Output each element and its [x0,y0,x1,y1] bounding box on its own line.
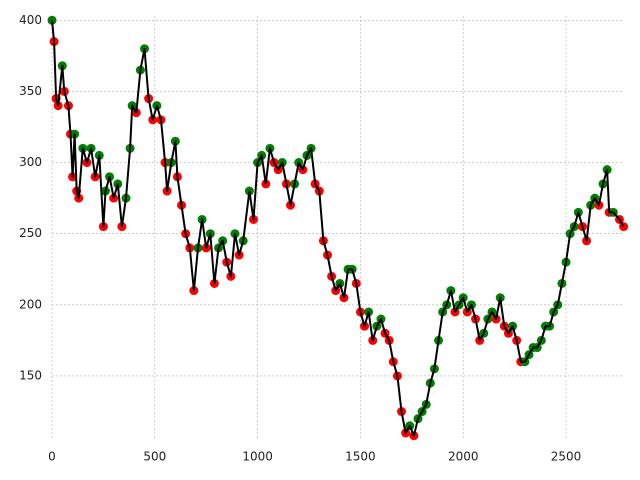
y-tick-label: 150 [19,368,42,382]
y-tick-label: 200 [19,297,42,311]
y-tick-label: 400 [19,13,42,27]
x-tick-label: 500 [143,450,166,464]
x-tick-label: 2000 [448,450,479,464]
x-tick-label: 0 [48,450,56,464]
x-tick-label: 1500 [345,450,376,464]
point [47,15,57,25]
price-line [51,20,625,437]
x-tick-label: 2500 [551,450,582,464]
x-tick-label: 1000 [242,450,273,464]
y-tick-label: 350 [19,84,42,98]
y-tick-label: 300 [19,155,42,169]
y-tick-label: 250 [19,226,42,240]
